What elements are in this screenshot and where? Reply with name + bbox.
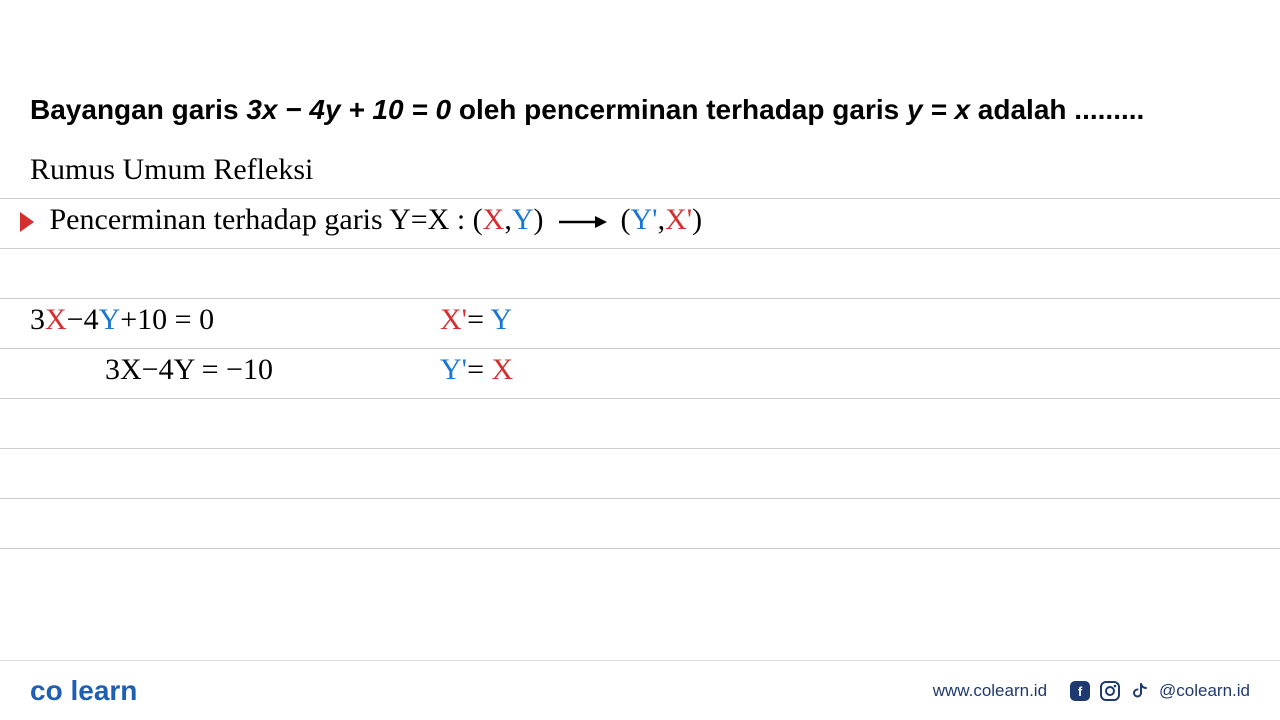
content-area: Bayangan garis 3x − 4y + 10 = 0 oleh pen…: [0, 0, 1280, 599]
mapping-yprime: Y'= X: [440, 353, 513, 387]
website-url: www.colearn.id: [933, 681, 1047, 701]
map-yp: Y': [440, 353, 467, 386]
ruled-line: 3X−4Y+10 = 0 X'= Y: [0, 299, 1280, 349]
logo-co: co: [30, 675, 63, 706]
footer-right: www.colearn.id f @colearn.id: [933, 680, 1250, 702]
rule-prefix: Pencerminan terhadap garis Y=X : (: [50, 203, 483, 236]
ruled-line: [0, 449, 1280, 499]
arrow-icon: [557, 213, 607, 231]
rule-x: X: [483, 203, 505, 236]
eq-3: 3: [30, 303, 45, 336]
worksheet-lines: Rumus Umum Refleksi Pencerminan terhadap…: [0, 149, 1280, 599]
question-text: Bayangan garis 3x − 4y + 10 = 0 oleh pen…: [0, 0, 1280, 149]
mapping-xprime: X'= Y: [440, 303, 512, 337]
question-condition: y = x: [907, 94, 970, 125]
rule-y: Y: [512, 203, 534, 236]
ruled-line: [0, 249, 1280, 299]
rule-open2: (: [621, 203, 631, 236]
rule-close2: ): [692, 203, 702, 236]
facebook-icon: f: [1069, 680, 1091, 702]
heading-rumus: Rumus Umum Refleksi: [30, 153, 313, 187]
ruled-line: Rumus Umum Refleksi: [0, 149, 1280, 199]
instagram-icon: [1099, 680, 1121, 702]
question-mid: oleh pencerminan terhadap garis: [451, 94, 907, 125]
social-handle: @colearn.id: [1159, 681, 1250, 701]
social-icons: f @colearn.id: [1069, 680, 1250, 702]
ruled-line: Pencerminan terhadap garis Y=X : (X,Y) (…: [0, 199, 1280, 249]
map-eq1: =: [467, 303, 490, 336]
ruled-line: [0, 399, 1280, 449]
footer: co learn www.colearn.id f @colearn.id: [0, 660, 1280, 720]
equation-rearranged: 3X−4Y = −10: [105, 353, 273, 387]
ruled-line: [0, 499, 1280, 549]
rule-xprime: X': [665, 203, 692, 236]
eq-tail: +10 = 0: [120, 303, 214, 336]
eq-x: X: [45, 303, 67, 336]
brand-logo: co learn: [30, 675, 137, 707]
eq-m4: −4: [67, 303, 99, 336]
equation-original: 3X−4Y+10 = 0: [30, 303, 214, 337]
map-xp: X': [440, 303, 467, 336]
ruled-line: 3X−4Y = −10 Y'= X: [0, 349, 1280, 399]
map-y: Y: [490, 303, 512, 336]
reflection-rule: Pencerminan terhadap garis Y=X : (X,Y) (…: [20, 203, 702, 237]
tiktok-icon: [1129, 680, 1151, 702]
eq-y: Y: [99, 303, 121, 336]
map-eq2: =: [467, 353, 491, 386]
logo-learn: learn: [70, 675, 137, 706]
question-equation: 3x − 4y + 10 = 0: [246, 94, 451, 125]
rule-comma1: ,: [504, 203, 512, 236]
rule-yprime: Y': [631, 203, 658, 236]
map-x: X: [492, 353, 514, 386]
question-suffix: adalah .........: [970, 94, 1144, 125]
svg-text:f: f: [1078, 684, 1083, 699]
rule-comma2: ,: [658, 203, 666, 236]
ruled-line: [0, 549, 1280, 599]
bullet-icon: [20, 212, 34, 232]
rule-close1: ): [534, 203, 552, 236]
question-prefix: Bayangan garis: [30, 94, 246, 125]
